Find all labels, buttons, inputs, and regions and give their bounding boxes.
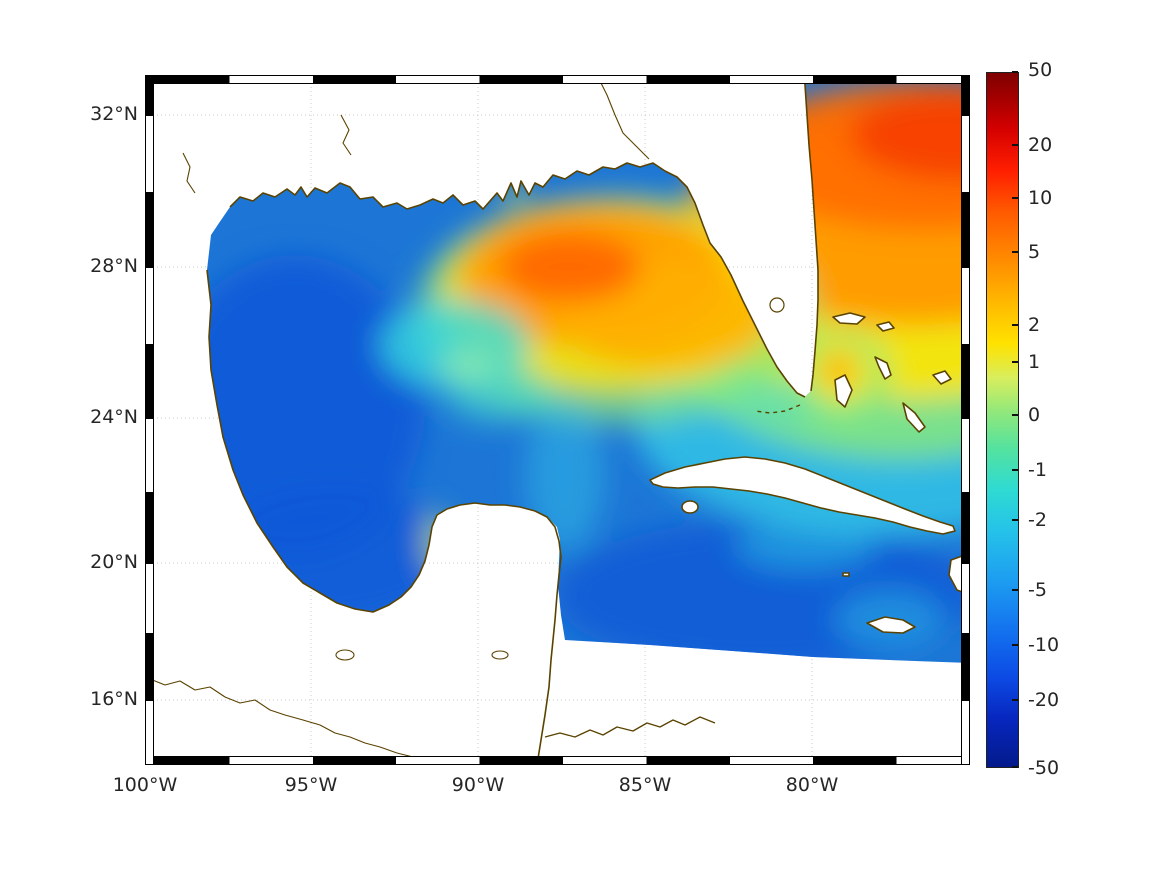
colorbar-tick [1012,589,1018,591]
colorbar-label-0: 0 [1028,404,1041,426]
map-frame-top [145,75,970,84]
lon-tick-label-95w: 95°W [284,774,338,796]
lon-tick-label-85w: 85°W [618,774,672,796]
colorbar-tick [1012,699,1018,701]
colorbar-tick [1012,71,1018,73]
colorbar-label-m20: -20 [1028,689,1060,711]
map-plot [145,75,970,765]
colorbar-tick [1012,766,1018,768]
lat-tick-label-24n: 24°N [90,406,138,428]
colorbar-tick [1012,469,1018,471]
colorbar-label-20: 20 [1028,134,1053,156]
lon-tick-label-90w: 90°W [451,774,505,796]
colorbar-tick [1012,144,1018,146]
colorbar-label-m5: -5 [1028,579,1047,601]
lat-tick-label-32n: 32°N [90,103,138,125]
colorbar-label-m50: -50 [1028,757,1060,779]
lat-tick-label-16n: 16°N [90,688,138,710]
colorbar-label-5: 5 [1028,241,1041,263]
colorbar-label-m1: -1 [1028,459,1047,481]
colorbar-tick [1012,361,1018,363]
map-frame-right [961,75,970,765]
lon-tick-label-80w: 80°W [785,774,839,796]
colorbar-tick [1012,414,1018,416]
colorbar-tick [1012,251,1018,253]
lat-tick-label-28n: 28°N [90,255,138,277]
cuba-island [649,456,956,535]
colorbar [986,72,1019,768]
colorbar-label-2: 2 [1028,314,1041,336]
heat-field [207,75,970,663]
jamaica-island [866,616,916,634]
lon-tick-label-100w: 100°W [112,774,178,796]
lat-tick-label-20n: 20°N [90,551,138,573]
colorbar-tick [1012,644,1018,646]
colorbar-tick [1012,197,1018,199]
map-frame-left [145,75,154,765]
colorbar-label-50: 50 [1028,59,1053,81]
colorbar-label-1: 1 [1028,351,1041,373]
coastline [145,75,819,765]
colorbar-label-m2: -2 [1028,509,1047,531]
colorbar-label-10: 10 [1028,187,1053,209]
colorbar-tick [1012,324,1018,326]
map-frame-bottom [145,756,970,765]
colorbar-tick [1012,519,1018,521]
colorbar-label-m10: -10 [1028,634,1060,656]
